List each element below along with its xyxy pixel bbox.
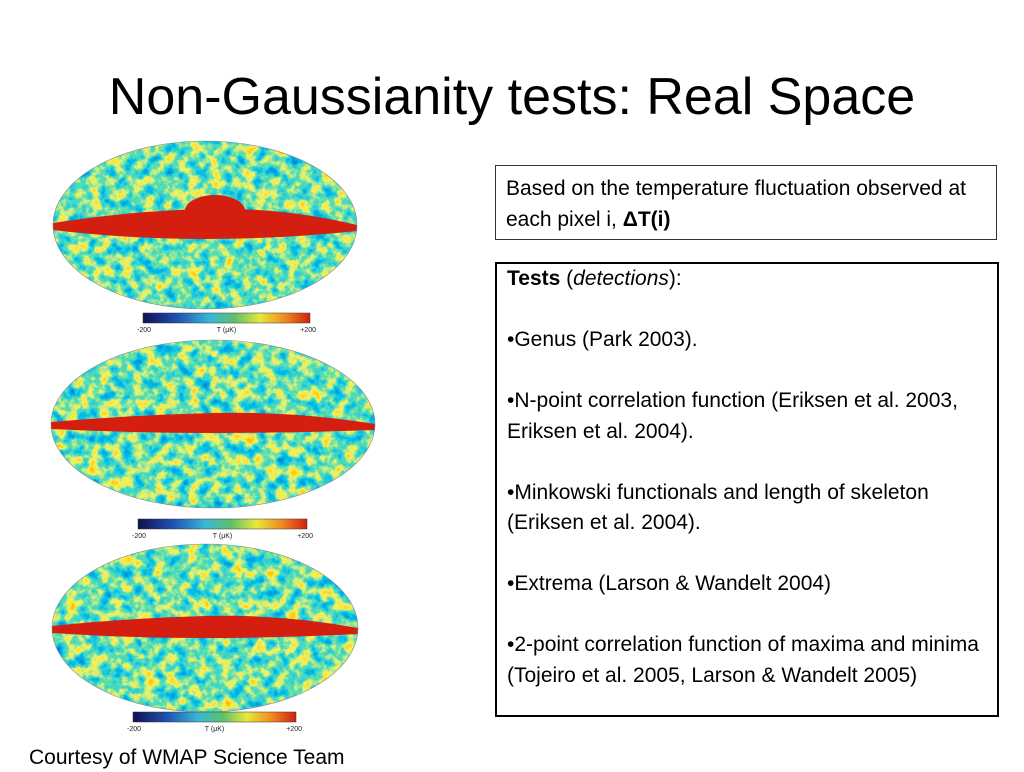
caption: Courtesy of WMAP Science Team [29,746,345,769]
galactic-band [52,615,358,638]
colorbar [142,312,311,324]
heading-close: ): [668,267,682,290]
colorbar [137,518,308,530]
galactic-band [51,412,375,433]
colorbar-label: T (μK) [213,533,232,540]
colorbar-max: +200 [286,726,302,733]
test-item: •Extrema (Larson & Wandelt 2004) [507,572,832,595]
sky-maps: -200 T (μK) +200 -200 T (μK) +200 -200 T (μK) +2… [50,140,376,733]
test-item: •Genus (Park 2003). [507,328,698,351]
test-item: •2-point correlation function of maxima … [507,633,979,687]
info-box: Based on the temperature fluctuation obs… [495,165,997,240]
sky-map [52,544,358,712]
colorbar-max: +200 [300,327,316,334]
colorbar-min: -200 [127,726,141,733]
colorbar-max: +200 [297,533,313,540]
tests-heading: Tests (detections): [507,264,987,295]
colorbar [132,711,297,723]
sky-map [53,141,357,309]
tests-box: Tests (detections): •Genus (Park 2003). •… [495,262,999,717]
heading-open: ( [560,267,574,290]
map-outline [50,339,376,509]
slide-title: Non-Gaussianity tests: Real Space [108,68,916,126]
colorbar-min: -200 [132,533,146,540]
test-item: •N-point correlation function (Eriksen e… [507,389,958,443]
colorbar-label: T (μK) [217,327,236,334]
sky-map [51,340,375,508]
info-text: Based on the temperature fluctuation obs… [506,177,966,231]
heading-bold: Tests [507,267,561,290]
colorbar-min: -200 [137,327,151,334]
map-group: -200 T (μK) +200 -200 T (μK) +200 -200 T (μK) +2… [50,140,376,733]
test-item: •Minkowski functionals and length of ske… [507,480,929,535]
info-bold: ΔT(i) [622,207,671,231]
colorbar-label: T (μK) [205,726,224,733]
map-outline [52,140,358,310]
galactic-bulge [185,195,245,227]
heading-italic: detections [573,267,669,290]
